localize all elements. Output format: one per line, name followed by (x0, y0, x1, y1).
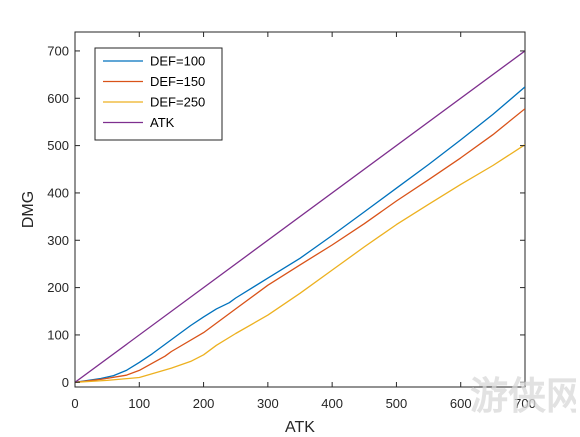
y-tick-label: 500 (47, 138, 69, 153)
y-tick-label: 0 (62, 375, 69, 390)
x-tick-label: 500 (386, 396, 408, 411)
x-tick-label: 300 (257, 396, 279, 411)
legend-label-def-100: DEF=100 (150, 54, 205, 69)
y-tick-label: 400 (47, 185, 69, 200)
series-line-atk (75, 50, 525, 383)
x-tick-label: 400 (321, 396, 343, 411)
x-tick-label: 0 (71, 396, 78, 411)
series-layer (75, 50, 525, 383)
y-axis-label: DMG (20, 191, 37, 228)
legend-box (94, 47, 223, 141)
y-tick-label: 600 (47, 91, 69, 106)
series-line-def-250 (75, 144, 525, 383)
plot-area (74, 31, 526, 388)
y-axis-ticks: 0 100 200 300 400 500 600 700 (47, 43, 525, 390)
watermark-logo: 游侠网 (470, 374, 576, 418)
axes-box (74, 31, 526, 388)
legend-label-atk: ATK (150, 115, 175, 130)
legend: DEF=100 DEF=150 DEF=250 ATK (94, 47, 223, 141)
x-tick-label: 700 (514, 396, 536, 411)
y-tick-label: 700 (47, 43, 69, 58)
x-tick-label: 200 (193, 396, 215, 411)
y-tick-label: 100 (47, 327, 69, 342)
svg-text:游侠网: 游侠网 (470, 374, 576, 418)
series-line-def-150 (75, 108, 525, 383)
legend-label-def-250: DEF=250 (150, 95, 205, 110)
x-tick-label: 100 (128, 396, 150, 411)
y-tick-label: 200 (47, 280, 69, 295)
legend-label-def-150: DEF=150 (150, 74, 205, 89)
x-tick-label: 600 (450, 396, 472, 411)
y-tick-label: 300 (47, 233, 69, 248)
series-line-def-100 (75, 86, 525, 383)
x-axis-label: ATK (285, 419, 315, 436)
x-axis-ticks: 0 100 200 300 400 500 600 700 (71, 32, 536, 411)
